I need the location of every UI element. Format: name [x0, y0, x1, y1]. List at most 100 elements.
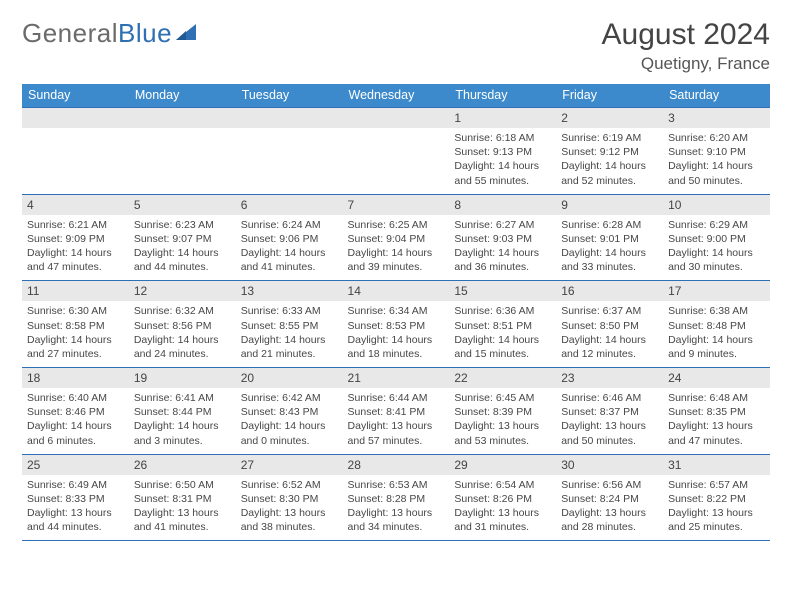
- sunrise-line: Sunrise: 6:41 AM: [134, 391, 231, 405]
- day-number-cell: 17: [663, 281, 770, 302]
- sunrise-label: Sunrise:: [241, 479, 280, 491]
- daylight-label: Daylight:: [27, 420, 68, 432]
- sunset-line: Sunset: 9:01 PM: [561, 232, 658, 246]
- sunset-value: 9:09 PM: [66, 233, 105, 245]
- sunset-line: Sunset: 9:06 PM: [241, 232, 338, 246]
- sunrise-line: Sunrise: 6:40 AM: [27, 391, 124, 405]
- sunset-value: 9:01 PM: [600, 233, 639, 245]
- daylight-label: Daylight:: [348, 247, 389, 259]
- day-number-cell: [129, 108, 236, 129]
- day-detail-cell: Sunrise: 6:29 AMSunset: 9:00 PMDaylight:…: [663, 215, 770, 281]
- daylight-label: Daylight:: [561, 334, 602, 346]
- sunset-value: 8:39 PM: [493, 406, 532, 418]
- day-detail-cell: Sunrise: 6:56 AMSunset: 8:24 PMDaylight:…: [556, 475, 663, 541]
- sunrise-label: Sunrise:: [241, 392, 280, 404]
- sunrise-line: Sunrise: 6:24 AM: [241, 218, 338, 232]
- day-detail-cell: Sunrise: 6:23 AMSunset: 9:07 PMDaylight:…: [129, 215, 236, 281]
- sunrise-value: 6:33 AM: [282, 305, 321, 317]
- sunrise-line: Sunrise: 6:53 AM: [348, 478, 445, 492]
- sunset-label: Sunset:: [454, 146, 490, 158]
- sunset-line: Sunset: 8:41 PM: [348, 405, 445, 419]
- day-number-cell: 4: [22, 194, 129, 215]
- sunrise-label: Sunrise:: [454, 479, 493, 491]
- sunrise-label: Sunrise:: [668, 392, 707, 404]
- daylight-label: Daylight:: [561, 247, 602, 259]
- day-detail-cell: Sunrise: 6:49 AMSunset: 8:33 PMDaylight:…: [22, 475, 129, 541]
- sunset-value: 9:06 PM: [279, 233, 318, 245]
- sunrise-line: Sunrise: 6:30 AM: [27, 304, 124, 318]
- sunrise-line: Sunrise: 6:56 AM: [561, 478, 658, 492]
- sunset-value: 8:22 PM: [707, 493, 746, 505]
- sunrise-line: Sunrise: 6:20 AM: [668, 131, 765, 145]
- sunrise-label: Sunrise:: [27, 479, 66, 491]
- daylight-line: Daylight: 13 hours and 47 minutes.: [668, 419, 765, 447]
- sunset-label: Sunset:: [668, 233, 704, 245]
- sunrise-value: 6:29 AM: [710, 219, 749, 231]
- sunset-line: Sunset: 9:13 PM: [454, 145, 551, 159]
- daylight-line: Daylight: 14 hours and 9 minutes.: [668, 333, 765, 361]
- sunset-line: Sunset: 8:48 PM: [668, 319, 765, 333]
- sail-icon: [174, 18, 200, 49]
- sunset-value: 8:28 PM: [386, 493, 425, 505]
- daylight-line: Daylight: 14 hours and 44 minutes.: [134, 246, 231, 274]
- sunset-value: 8:48 PM: [707, 320, 746, 332]
- sunrise-line: Sunrise: 6:28 AM: [561, 218, 658, 232]
- dow-header: Wednesday: [343, 84, 450, 108]
- sunrise-value: 6:40 AM: [68, 392, 107, 404]
- sunset-value: 8:46 PM: [66, 406, 105, 418]
- sunrise-label: Sunrise:: [27, 219, 66, 231]
- daylight-label: Daylight:: [134, 334, 175, 346]
- sunrise-line: Sunrise: 6:19 AM: [561, 131, 658, 145]
- sunset-label: Sunset:: [27, 493, 63, 505]
- sunset-label: Sunset:: [241, 233, 277, 245]
- day-number-cell: 9: [556, 194, 663, 215]
- sunrise-label: Sunrise:: [27, 392, 66, 404]
- day-detail-cell: Sunrise: 6:38 AMSunset: 8:48 PMDaylight:…: [663, 301, 770, 367]
- sunset-value: 9:07 PM: [172, 233, 211, 245]
- daylight-label: Daylight:: [241, 420, 282, 432]
- sunrise-line: Sunrise: 6:21 AM: [27, 218, 124, 232]
- sunrise-line: Sunrise: 6:42 AM: [241, 391, 338, 405]
- day-detail-cell: Sunrise: 6:52 AMSunset: 8:30 PMDaylight:…: [236, 475, 343, 541]
- daylight-line: Daylight: 14 hours and 47 minutes.: [27, 246, 124, 274]
- sunset-line: Sunset: 8:56 PM: [134, 319, 231, 333]
- sunset-label: Sunset:: [241, 493, 277, 505]
- sunset-value: 9:04 PM: [386, 233, 425, 245]
- calendar-table: SundayMondayTuesdayWednesdayThursdayFrid…: [22, 84, 770, 541]
- sunrise-line: Sunrise: 6:29 AM: [668, 218, 765, 232]
- sunrise-label: Sunrise:: [241, 219, 280, 231]
- sunset-label: Sunset:: [27, 320, 63, 332]
- sunrise-value: 6:45 AM: [496, 392, 535, 404]
- day-detail-cell: Sunrise: 6:37 AMSunset: 8:50 PMDaylight:…: [556, 301, 663, 367]
- sunrise-value: 6:42 AM: [282, 392, 321, 404]
- sunrise-line: Sunrise: 6:27 AM: [454, 218, 551, 232]
- day-detail-cell: Sunrise: 6:57 AMSunset: 8:22 PMDaylight:…: [663, 475, 770, 541]
- sunrise-label: Sunrise:: [348, 219, 387, 231]
- sunrise-label: Sunrise:: [134, 392, 173, 404]
- daylight-line: Daylight: 14 hours and 50 minutes.: [668, 159, 765, 187]
- sunset-value: 9:12 PM: [600, 146, 639, 158]
- sunset-value: 9:10 PM: [707, 146, 746, 158]
- daylight-label: Daylight:: [241, 334, 282, 346]
- sunset-label: Sunset:: [561, 493, 597, 505]
- day-number-cell: 23: [556, 368, 663, 389]
- sunset-value: 9:13 PM: [493, 146, 532, 158]
- sunset-label: Sunset:: [561, 146, 597, 158]
- sunrise-line: Sunrise: 6:50 AM: [134, 478, 231, 492]
- day-detail-cell: Sunrise: 6:32 AMSunset: 8:56 PMDaylight:…: [129, 301, 236, 367]
- sunrise-value: 6:50 AM: [175, 479, 214, 491]
- sunrise-label: Sunrise:: [668, 132, 707, 144]
- daylight-line: Daylight: 14 hours and 30 minutes.: [668, 246, 765, 274]
- sunrise-value: 6:36 AM: [496, 305, 535, 317]
- day-detail-cell: Sunrise: 6:54 AMSunset: 8:26 PMDaylight:…: [449, 475, 556, 541]
- day-detail-cell: Sunrise: 6:50 AMSunset: 8:31 PMDaylight:…: [129, 475, 236, 541]
- sunrise-label: Sunrise:: [454, 132, 493, 144]
- sunset-line: Sunset: 9:00 PM: [668, 232, 765, 246]
- sunrise-label: Sunrise:: [134, 305, 173, 317]
- daylight-label: Daylight:: [348, 507, 389, 519]
- day-number-cell: 12: [129, 281, 236, 302]
- sunrise-value: 6:30 AM: [68, 305, 107, 317]
- day-detail-cell: Sunrise: 6:42 AMSunset: 8:43 PMDaylight:…: [236, 388, 343, 454]
- sunset-label: Sunset:: [668, 320, 704, 332]
- sunset-line: Sunset: 8:50 PM: [561, 319, 658, 333]
